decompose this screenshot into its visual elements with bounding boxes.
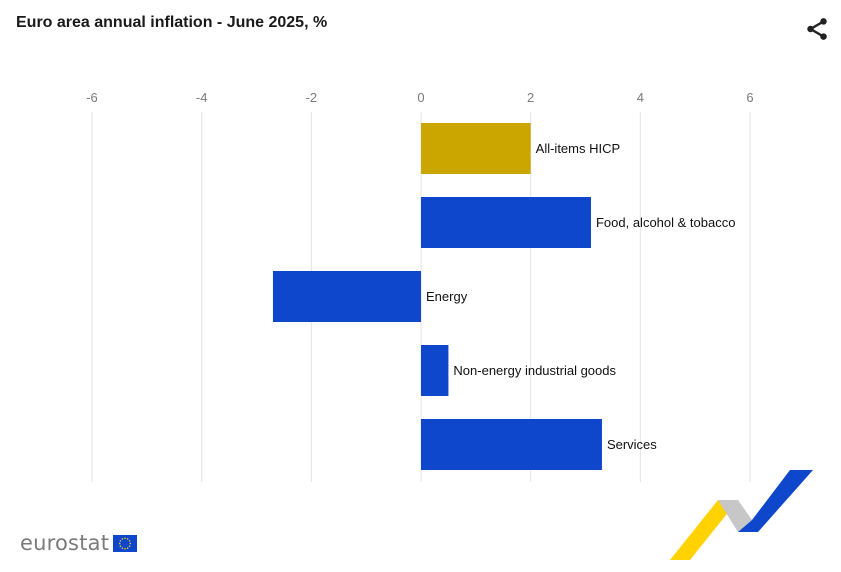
x-tick-label: 2: [527, 90, 534, 105]
category-label: Services: [607, 437, 657, 452]
category-labels: All-items HICP Food, alcohol & tobacco Ene…: [426, 141, 735, 452]
category-label: All-items HICP: [536, 141, 621, 156]
x-tick-label: -6: [86, 90, 98, 105]
share-icon[interactable]: [804, 16, 830, 42]
bar[interactable]: [421, 123, 531, 174]
category-label: Food, alcohol & tobacco: [596, 215, 735, 230]
chart-title: Euro area annual inflation - June 2025, …: [16, 14, 328, 31]
category-label: Non-energy industrial goods: [453, 363, 616, 378]
x-tick-label: 6: [746, 90, 753, 105]
x-tick-label: 0: [417, 90, 424, 105]
bar-chart: -6 -4 -2 0 2 4 6 All-items HICP Food, alcohol &…: [86, 90, 754, 482]
bar[interactable]: [272, 271, 421, 322]
decorative-swoosh-graphic: [670, 470, 813, 560]
eu-flag-icon: [113, 534, 138, 552]
bar[interactable]: [421, 345, 449, 396]
x-axis-ticks: -6 -4 -2 0 2 4 6: [86, 90, 753, 105]
category-label: Energy: [426, 289, 468, 304]
logo-text: eurostat: [20, 531, 110, 555]
bar[interactable]: [421, 197, 591, 248]
bars: [272, 123, 602, 470]
bar[interactable]: [421, 419, 602, 470]
x-tick-label: -4: [196, 90, 208, 105]
eurostat-logo: eurostat: [20, 531, 138, 555]
x-tick-label: 4: [637, 90, 644, 105]
x-tick-label: -2: [306, 90, 318, 105]
